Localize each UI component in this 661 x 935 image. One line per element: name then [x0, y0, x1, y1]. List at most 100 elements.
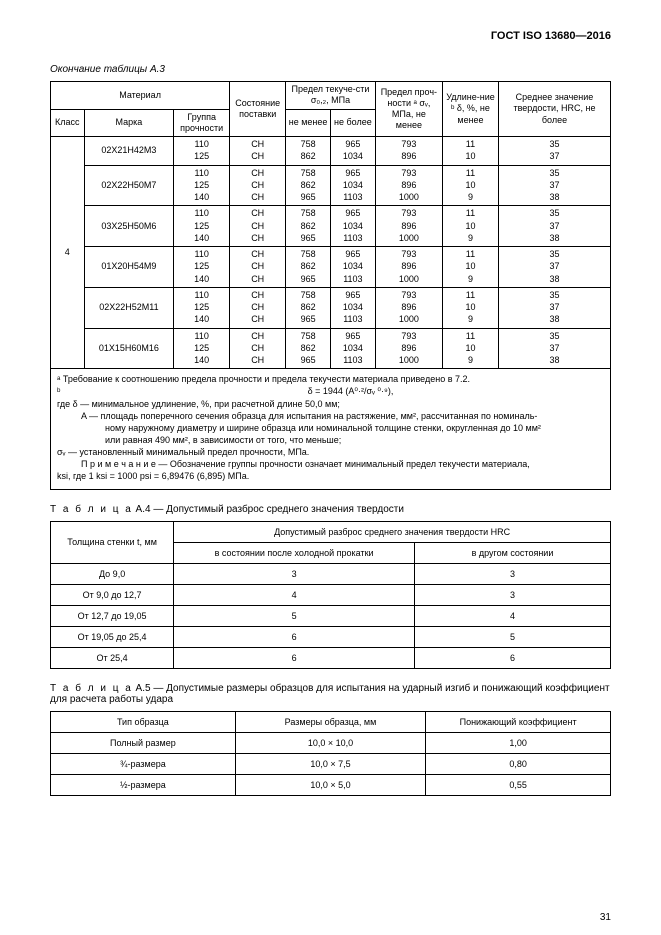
- cell: СНСНСН: [230, 206, 286, 247]
- cell: СНСНСН: [230, 165, 286, 206]
- th-elong: Удлине-ние ᵇ δ, %, не менее: [442, 82, 498, 137]
- title-a5: Т а б л и ц а А.5 — Допустимые размеры о…: [50, 683, 611, 705]
- cell: 4: [174, 584, 415, 605]
- cell: 3: [414, 563, 610, 584]
- cell: От 9,0 до 12,7: [51, 584, 174, 605]
- th-marka: Марка: [84, 109, 174, 137]
- cell: Полный размер: [51, 732, 236, 753]
- cell: 6: [174, 626, 415, 647]
- table-row: 01Х20Н54М9110125140СНСНСН758862965965103…: [51, 247, 611, 288]
- th-yield: Предел текуче-сти σ₀,₂, МПа: [286, 82, 376, 110]
- cell: 758862965: [286, 206, 331, 247]
- table-row: ¾-размера10,0 × 7,50,80: [51, 753, 611, 774]
- cell: СНСН: [230, 137, 286, 166]
- cell: 758862965: [286, 328, 331, 369]
- cell: 353738: [498, 206, 610, 247]
- cell: 7938961000: [375, 165, 442, 206]
- cell: СНСНСН: [230, 287, 286, 328]
- note-prim-b: ksi, где 1 ksi = 1000 psi = 6,89476 (6,8…: [57, 470, 604, 482]
- table-row: Полный размер10,0 × 10,01,00: [51, 732, 611, 753]
- cell: 96510341103: [330, 328, 375, 369]
- cell: 793896: [375, 137, 442, 166]
- cell-marka: 01Х15Н60М16: [84, 328, 174, 369]
- cell: 6: [414, 647, 610, 668]
- table-row: От 25,466: [51, 647, 611, 668]
- table-row: До 9,033: [51, 563, 611, 584]
- th-state: Состояние поставки: [230, 82, 286, 137]
- table-row: 02Х22Н52М11110125140СНСНСН75886296596510…: [51, 287, 611, 328]
- cell: 758862965: [286, 247, 331, 288]
- th-other: в другом состоянии: [414, 542, 610, 563]
- table-row: От 12,7 до 19,0554: [51, 605, 611, 626]
- th-notmore: не более: [330, 109, 375, 137]
- th-group: Группа прочности: [174, 109, 230, 137]
- cell: 96510341103: [330, 287, 375, 328]
- note-l1: где δ — минимальное удлинение, %, при ра…: [57, 398, 604, 410]
- table-row: От 9,0 до 12,743: [51, 584, 611, 605]
- table-row: 02Х22Н50М7110125140СНСНСН758862965965103…: [51, 165, 611, 206]
- th-type: Тип образца: [51, 711, 236, 732]
- table-row: 03Х25Н50М6110125140СНСНСН758862965965103…: [51, 206, 611, 247]
- table-row: От 19,05 до 25,465: [51, 626, 611, 647]
- cell: СНСНСН: [230, 247, 286, 288]
- cell: ½-размера: [51, 774, 236, 795]
- th-notless: не менее: [286, 109, 331, 137]
- page: ГОСТ ISO 13680—2016 Окончание таблицы А.…: [0, 0, 661, 935]
- cell: 758862965: [286, 287, 331, 328]
- document-header: ГОСТ ISO 13680—2016: [50, 30, 611, 42]
- note-prim-a: П р и м е ч а н и е — Обозначение группы…: [57, 458, 604, 470]
- cell: 10,0 × 10,0: [235, 732, 425, 753]
- cell: 7938961000: [375, 247, 442, 288]
- th-tensile: Предел проч-ности ᵃ σᵥ, МПа, не менее: [375, 82, 442, 137]
- th-dims: Размеры образца, мм: [235, 711, 425, 732]
- cell: 758862: [286, 137, 331, 166]
- th-material: Материал: [51, 82, 230, 110]
- cell: От 25,4: [51, 647, 174, 668]
- cell: 11109: [442, 165, 498, 206]
- cell: ¾-размера: [51, 753, 236, 774]
- th-hardness: Среднее значение твердости, HRC, не боле…: [498, 82, 610, 137]
- cell: 353738: [498, 328, 610, 369]
- cell: 96510341103: [330, 165, 375, 206]
- cell: 10,0 × 5,0: [235, 774, 425, 795]
- cell: 3: [174, 563, 415, 584]
- cell: 9651034: [330, 137, 375, 166]
- cell: 96510341103: [330, 247, 375, 288]
- cell: 4: [414, 605, 610, 626]
- cell-marka: 02Х21Н42М3: [84, 137, 174, 166]
- table-a4: Толщина стенки t, мм Допустимый разброс …: [50, 521, 611, 669]
- cell: 5: [174, 605, 415, 626]
- cell: 0,55: [426, 774, 611, 795]
- cell: 110125140: [174, 206, 230, 247]
- th-spread: Допустимый разброс среднего значения тве…: [174, 521, 611, 542]
- cell: 353738: [498, 247, 610, 288]
- cell-marka: 03Х25Н50М6: [84, 206, 174, 247]
- cell: 1,00: [426, 732, 611, 753]
- cell-marka: 01Х20Н54М9: [84, 247, 174, 288]
- cell: 3: [414, 584, 610, 605]
- table-row: ½-размера10,0 × 5,00,55: [51, 774, 611, 795]
- note-equation: δ = 1944 (A⁰·²/σᵥ ⁰·⁹),: [97, 385, 604, 397]
- notes-a3: ᵃ Требование к соотношению предела прочн…: [50, 369, 611, 489]
- cell: От 19,05 до 25,4: [51, 626, 174, 647]
- cell: 6: [174, 647, 415, 668]
- cell: 10,0 × 7,5: [235, 753, 425, 774]
- cell: 7938961000: [375, 287, 442, 328]
- cell-marka: 02Х22Н50М7: [84, 165, 174, 206]
- th-thickness: Толщина стенки t, мм: [51, 521, 174, 563]
- cell: 11109: [442, 328, 498, 369]
- page-number: 31: [600, 912, 611, 923]
- cell: 110125140: [174, 287, 230, 328]
- th-klass: Класс: [51, 109, 85, 137]
- cell: 0,80: [426, 753, 611, 774]
- th-coef: Понижающий коэффициент: [426, 711, 611, 732]
- note-a: ᵃ Требование к соотношению предела прочн…: [57, 373, 604, 385]
- note-b-label: ᵇ: [57, 385, 97, 397]
- cell: 110125: [174, 137, 230, 166]
- cell: 110125140: [174, 328, 230, 369]
- cell: До 9,0: [51, 563, 174, 584]
- title-a4: Т а б л и ц а А.4 — Допустимый разброс с…: [50, 504, 611, 515]
- cell: 353738: [498, 165, 610, 206]
- cell: 110125140: [174, 165, 230, 206]
- table-row: 01Х15Н60М16110125140СНСНСН75886296596510…: [51, 328, 611, 369]
